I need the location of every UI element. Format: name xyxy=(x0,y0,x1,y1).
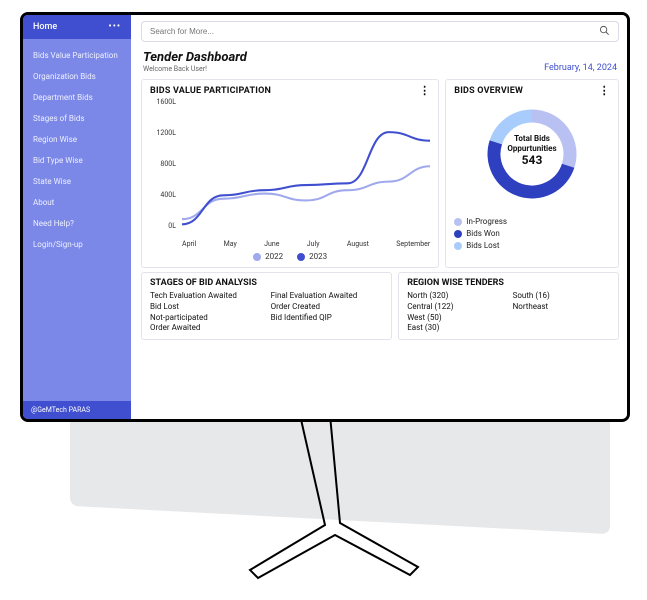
monitor-frame: Home ••• Bids Value Participation Organi… xyxy=(20,12,630,422)
ytick: 800L xyxy=(150,160,176,168)
search-input[interactable] xyxy=(150,27,593,36)
stage-item: Tech Evaluation Awaited xyxy=(150,291,263,302)
welcome-text: Welcome Back User! xyxy=(143,65,247,73)
donut-wrap: Total Bids Oppurtunities 543 In-Progress… xyxy=(454,98,610,253)
search-box[interactable] xyxy=(141,21,619,42)
header-date: February, 14, 2024 xyxy=(544,63,617,73)
donut-chart: Total Bids Oppurtunities 543 xyxy=(482,104,582,204)
region-item: South (16) xyxy=(513,291,610,302)
sidebar-item-login[interactable]: Login/Sign-up xyxy=(23,234,131,255)
chart-x-labels: April May June July August September xyxy=(182,240,430,248)
kebab-icon[interactable]: ⋮ xyxy=(419,87,430,95)
sidebar-item-organization-bids[interactable]: Organization Bids xyxy=(23,66,131,87)
chart-svg xyxy=(182,98,430,235)
xtick: April xyxy=(182,240,196,248)
donut-value: 543 xyxy=(502,153,562,167)
xtick: August xyxy=(347,240,369,248)
header-row: Tender Dashboard Welcome Back User! Febr… xyxy=(143,50,617,73)
legend-2023: 2023 xyxy=(297,252,327,261)
donut-line1: Total Bids xyxy=(502,134,562,144)
ytick: 0L xyxy=(150,222,176,230)
stages-title: STAGES OF BID ANALYSIS xyxy=(150,278,383,288)
topbar xyxy=(141,21,619,42)
cards-row: BIDS VALUE PARTICIPATION ⋮ 1600L 1200L 8… xyxy=(141,79,619,268)
screen: Home ••• Bids Value Participation Organi… xyxy=(23,15,627,419)
region-item: North (320) xyxy=(407,291,504,302)
line-chart: 1600L 1200L 800L 400L 0L April May June … xyxy=(150,98,430,248)
sidebar-nav: Bids Value Participation Organization Bi… xyxy=(23,39,131,401)
bids-overview-card: BIDS OVERVIEW ⋮ Total Bids Oppurtunities… xyxy=(445,79,619,268)
legend-bids-won: Bids Won xyxy=(454,229,610,238)
xtick: September xyxy=(396,240,430,248)
xtick: June xyxy=(264,240,279,248)
stage-item: Bid Identified QIP xyxy=(271,313,384,324)
sidebar-item-region-wise[interactable]: Region Wise xyxy=(23,129,131,150)
sidebar-item-bids-value[interactable]: Bids Value Participation xyxy=(23,45,131,66)
donut-line2: Oppurtunities xyxy=(502,144,562,154)
ytick: 400L xyxy=(150,191,176,199)
sidebar-item-stages[interactable]: Stages of Bids xyxy=(23,108,131,129)
region-item: West (50) xyxy=(407,313,504,324)
sidebar-item-about[interactable]: About xyxy=(23,192,131,213)
main: Tender Dashboard Welcome Back User! Febr… xyxy=(131,15,627,419)
sidebar-item-help[interactable]: Need Help? xyxy=(23,213,131,234)
legend-2022: 2022 xyxy=(253,252,283,261)
region-item: East (30) xyxy=(407,323,504,334)
bids-overview-title: BIDS OVERVIEW xyxy=(454,86,523,96)
sidebar: Home ••• Bids Value Participation Organi… xyxy=(23,15,131,419)
sidebar-home[interactable]: Home ••• xyxy=(23,15,131,39)
sidebar-item-bid-type-wise[interactable]: Bid Type Wise xyxy=(23,150,131,171)
regions-title: REGION WISE TENDERS xyxy=(407,278,610,288)
regions-panel: REGION WISE TENDERS North (320) Central … xyxy=(398,272,619,340)
legend-bids-lost: Bids Lost xyxy=(454,241,610,250)
stage-item: Final Evaluation Awaited xyxy=(271,291,384,302)
stage-item: Bid Lost xyxy=(150,302,263,313)
region-item: Central (122) xyxy=(407,302,504,313)
sidebar-footer: @GeMTech PARAS xyxy=(23,401,131,419)
kebab-icon[interactable]: ⋮ xyxy=(599,87,610,95)
ytick: 1600L xyxy=(150,98,176,106)
xtick: May xyxy=(224,240,237,248)
sidebar-item-department-bids[interactable]: Department Bids xyxy=(23,87,131,108)
sidebar-home-label: Home xyxy=(33,22,57,32)
ytick: 1200L xyxy=(150,129,176,137)
stages-panel: STAGES OF BID ANALYSIS Tech Evaluation A… xyxy=(141,272,392,340)
stage-item: Not-participated xyxy=(150,313,263,324)
chart-legend: 2022 2023 xyxy=(150,252,430,261)
page-title: Tender Dashboard xyxy=(143,50,247,65)
stage-item: Order Created xyxy=(271,302,384,313)
stage-item: Order Awaited xyxy=(150,323,263,334)
search-icon[interactable] xyxy=(599,25,610,38)
menu-dots-icon[interactable]: ••• xyxy=(109,22,121,32)
bids-legend: In-Progress Bids Won Bids Lost xyxy=(454,214,610,253)
region-item: Northeast xyxy=(513,302,610,313)
chart-y-labels: 1600L 1200L 800L 400L 0L xyxy=(150,98,176,230)
xtick: July xyxy=(307,240,320,248)
sidebar-item-state-wise[interactable]: State Wise xyxy=(23,171,131,192)
legend-in-progress: In-Progress xyxy=(454,217,610,226)
bottom-row: STAGES OF BID ANALYSIS Tech Evaluation A… xyxy=(141,272,619,340)
bids-value-card: BIDS VALUE PARTICIPATION ⋮ 1600L 1200L 8… xyxy=(141,79,439,268)
bids-value-title: BIDS VALUE PARTICIPATION xyxy=(150,86,271,96)
